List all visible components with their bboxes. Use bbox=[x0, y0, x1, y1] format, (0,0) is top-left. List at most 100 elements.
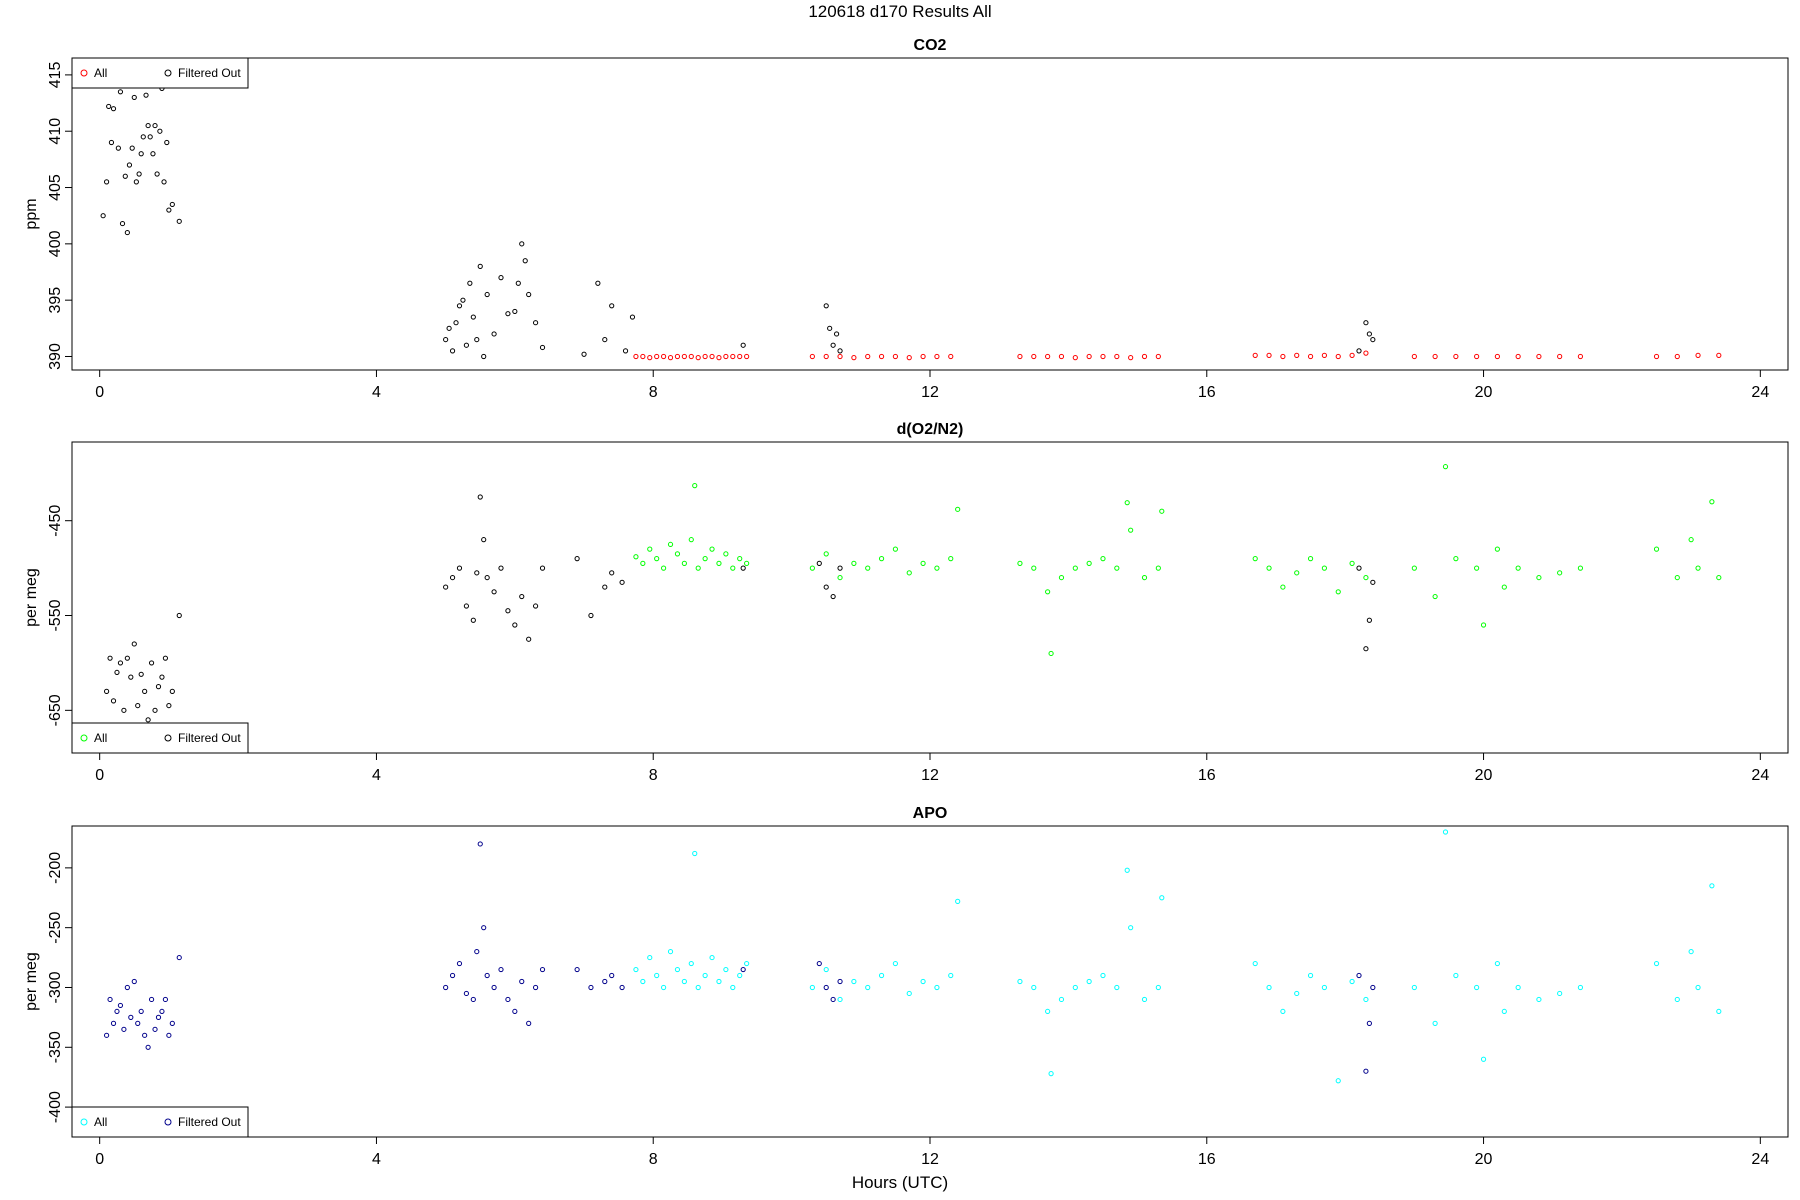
data-point bbox=[122, 173, 128, 179]
data-point bbox=[695, 565, 701, 571]
data-point bbox=[453, 320, 459, 326]
x-axis-label: Hours (UTC) bbox=[852, 1173, 948, 1192]
panel-title: APO bbox=[913, 805, 948, 822]
data-point bbox=[456, 960, 463, 967]
y-tick-label: -650 bbox=[47, 694, 64, 726]
data-point bbox=[744, 353, 750, 360]
y-tick-label: -300 bbox=[47, 971, 64, 1003]
data-point bbox=[522, 258, 528, 264]
data-point bbox=[519, 241, 525, 247]
data-point bbox=[1266, 352, 1272, 358]
data-point bbox=[1653, 353, 1660, 360]
data-point bbox=[830, 593, 836, 600]
data-point bbox=[135, 702, 141, 709]
legend-marker bbox=[80, 69, 88, 77]
data-point bbox=[654, 972, 660, 979]
data-point bbox=[823, 966, 829, 973]
data-point bbox=[681, 353, 687, 360]
data-point bbox=[1432, 353, 1438, 360]
data-point bbox=[1709, 883, 1715, 889]
data-point bbox=[1370, 579, 1376, 585]
data-point bbox=[667, 541, 674, 548]
data-point bbox=[460, 297, 466, 303]
data-point bbox=[878, 556, 885, 562]
data-point bbox=[1114, 984, 1120, 991]
data-point bbox=[837, 996, 843, 1003]
data-point bbox=[1370, 984, 1376, 991]
data-point bbox=[484, 291, 490, 298]
legend-label: Filtered Out bbox=[178, 1115, 241, 1129]
data-point bbox=[702, 353, 708, 360]
y-tick-label: -350 bbox=[47, 1031, 64, 1063]
data-point bbox=[1557, 570, 1563, 576]
data-point bbox=[837, 574, 843, 581]
data-point bbox=[837, 565, 843, 571]
data-point bbox=[1086, 978, 1092, 985]
data-point bbox=[1017, 353, 1023, 360]
data-point bbox=[1674, 353, 1680, 360]
data-point bbox=[1515, 353, 1521, 360]
data-point bbox=[456, 303, 463, 309]
data-point bbox=[730, 984, 736, 991]
data-point bbox=[477, 841, 483, 847]
data-point bbox=[640, 560, 646, 566]
data-point bbox=[661, 353, 667, 360]
data-point bbox=[131, 94, 137, 101]
data-point bbox=[136, 171, 142, 177]
legend-box bbox=[71, 57, 249, 89]
page-title: 120618 d170 Results All bbox=[808, 2, 992, 21]
data-point bbox=[176, 954, 182, 961]
data-point bbox=[1536, 574, 1542, 581]
data-point bbox=[1695, 984, 1701, 991]
data-point bbox=[155, 684, 162, 690]
data-point bbox=[640, 353, 646, 360]
data-point bbox=[119, 220, 126, 227]
x-tick-label: 12 bbox=[921, 767, 939, 784]
y-tick-label: -250 bbox=[47, 912, 64, 944]
data-point bbox=[1128, 527, 1134, 533]
data-point bbox=[157, 128, 163, 134]
x-tick-label: 24 bbox=[1751, 384, 1769, 401]
series-all bbox=[633, 464, 1722, 657]
data-point bbox=[1363, 320, 1369, 326]
data-point bbox=[103, 1032, 110, 1038]
x-tick-label: 20 bbox=[1475, 767, 1493, 784]
data-point bbox=[481, 925, 487, 931]
data-point bbox=[1045, 1008, 1051, 1015]
data-point bbox=[730, 353, 736, 360]
data-point bbox=[505, 996, 511, 1003]
data-point bbox=[1356, 348, 1362, 354]
data-point bbox=[1674, 996, 1680, 1003]
data-point bbox=[148, 996, 155, 1003]
data-point bbox=[892, 960, 899, 967]
data-point bbox=[456, 565, 463, 571]
data-point bbox=[1058, 996, 1065, 1003]
data-point bbox=[1453, 353, 1459, 360]
data-point bbox=[588, 984, 594, 991]
data-point bbox=[1709, 499, 1715, 505]
data-point bbox=[103, 688, 110, 694]
data-point bbox=[470, 996, 476, 1003]
data-point bbox=[1653, 960, 1660, 967]
data-point bbox=[1432, 1020, 1438, 1026]
data-point bbox=[695, 984, 701, 991]
data-point bbox=[124, 229, 130, 236]
data-point bbox=[148, 660, 155, 666]
data-point bbox=[1114, 565, 1120, 571]
x-tick-label: 8 bbox=[649, 767, 658, 784]
data-point bbox=[145, 1044, 151, 1050]
data-point bbox=[477, 263, 483, 269]
data-point bbox=[1058, 353, 1065, 360]
data-point bbox=[117, 660, 124, 666]
data-point bbox=[1356, 972, 1362, 979]
data-point bbox=[609, 303, 615, 309]
x-tick-label: 4 bbox=[372, 384, 381, 401]
data-point bbox=[164, 139, 170, 146]
data-point bbox=[1031, 353, 1037, 360]
data-point bbox=[484, 574, 490, 581]
data-point bbox=[1058, 574, 1065, 581]
data-point bbox=[1536, 353, 1542, 360]
data-point bbox=[1494, 546, 1500, 552]
data-point bbox=[1356, 565, 1362, 571]
y-tick-label: 405 bbox=[47, 174, 64, 201]
